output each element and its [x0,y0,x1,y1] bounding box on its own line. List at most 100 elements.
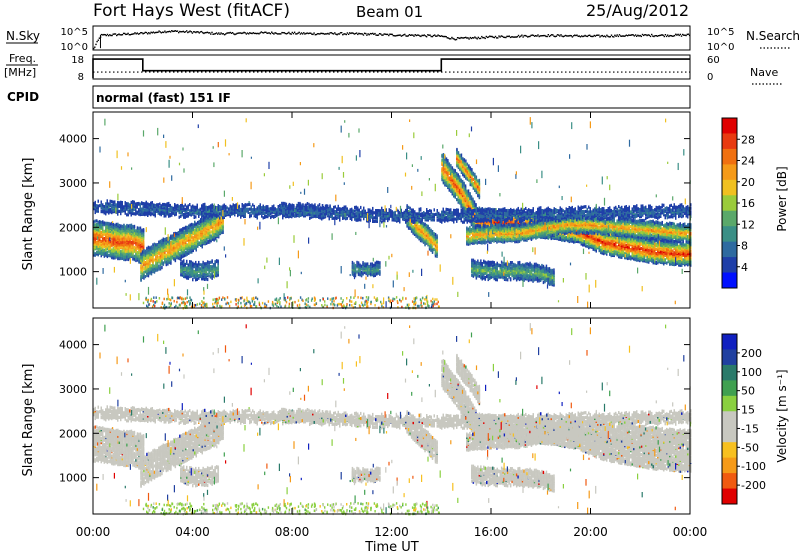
nave-ytick-bottom: 0 [707,72,713,83]
noise-sample [660,35,661,36]
noise-sample [291,33,292,34]
noise-sample [452,38,453,39]
noise-sample [175,30,176,31]
noise-sample [561,36,562,37]
noise-sample [378,34,379,35]
noise-sample [674,35,675,36]
noise-sample [462,37,463,38]
noise-sample [555,36,556,37]
noise-sample [631,34,632,35]
station-title: Fort Hays West (fitACF) [93,1,290,21]
noise-sample [95,44,96,45]
noise-sample [164,31,165,32]
noise-sample [426,36,427,37]
noise-sample [117,34,118,35]
noise-sample [512,36,513,37]
noise-sample [400,34,401,35]
noise-sample [552,34,553,35]
noise-sample [636,36,637,37]
noise-sample [333,33,334,34]
noise-sample [354,33,355,34]
noise-sample [455,39,456,40]
noise-sample [101,34,102,35]
noise-sample [363,34,364,35]
power-cell [102,234,104,237]
noise-sample [485,38,486,39]
noise-sample [667,35,668,36]
noise-sample [550,35,551,36]
noise-sample [662,35,663,36]
noise-sample [447,37,448,38]
noise-sample [358,33,359,34]
noise-sample [349,32,350,33]
noise-sample [635,34,636,35]
noise-sample [339,33,340,34]
noise-sample [435,36,436,37]
noise-sample [657,36,658,37]
noise-sample [369,34,370,35]
noise-sample [478,37,479,38]
noise-sample [583,36,584,37]
noise-sample [514,36,515,37]
noise-sample [548,34,549,35]
noise-sample [586,36,587,37]
noise-sample [181,31,182,32]
noise-sample [268,32,269,33]
noise-sample [468,38,469,39]
noise-sample [504,37,505,38]
power-cell [96,223,98,226]
noise-sample [621,36,622,37]
noise-sample [603,36,604,37]
noise-sample [685,35,686,36]
noise-sample [449,38,450,39]
power-cell [108,222,110,225]
power-cell [95,252,97,255]
noise-sample [94,47,95,48]
noise-sample [179,31,180,32]
noise-sample [93,48,94,49]
power-cell [101,221,103,224]
power-heatmap [93,117,692,310]
noise-sample [615,36,616,37]
noise-sample [172,31,173,32]
power-cell [107,251,109,254]
power-cell [99,243,101,246]
freq-label-line1: Freq. [9,52,36,65]
noise-sample [374,33,375,34]
noise-sample [669,35,670,36]
noise-sample [509,36,510,37]
noise-sample [442,36,443,37]
noise-sample [285,33,286,34]
noise-sample [247,32,248,33]
noise-sample [457,37,458,38]
noise-sample [132,33,133,34]
noise-sample [256,33,257,34]
noise-sample [241,33,242,34]
noise-sample [559,35,560,36]
noise-sample [356,32,357,33]
noise-sample [225,33,226,34]
power-cell [116,223,118,226]
noise-sample [366,35,367,36]
noise-sample [328,33,329,34]
noise-sample [303,32,304,33]
power-cell [110,223,112,226]
noise-sample [450,38,451,39]
power-cell [104,221,106,224]
noise-sample [537,34,538,35]
noise-sample [141,32,142,33]
noise-sample [517,36,518,37]
noise-sample [323,33,324,34]
cpid-panel: normal (fast) 151 IF [93,86,690,108]
power-cell [104,230,106,233]
noise-sample [157,32,158,33]
noise-sample [265,32,266,33]
nave-ytick-top: 60 [707,55,720,66]
noise-sample [96,41,97,42]
noise-sample [592,36,593,37]
noise-sample [618,36,619,37]
noise-ytick-top: 10^5 [61,27,88,38]
noise-sample [650,36,651,37]
noise-trace [93,30,690,49]
noise-sample [220,32,221,33]
